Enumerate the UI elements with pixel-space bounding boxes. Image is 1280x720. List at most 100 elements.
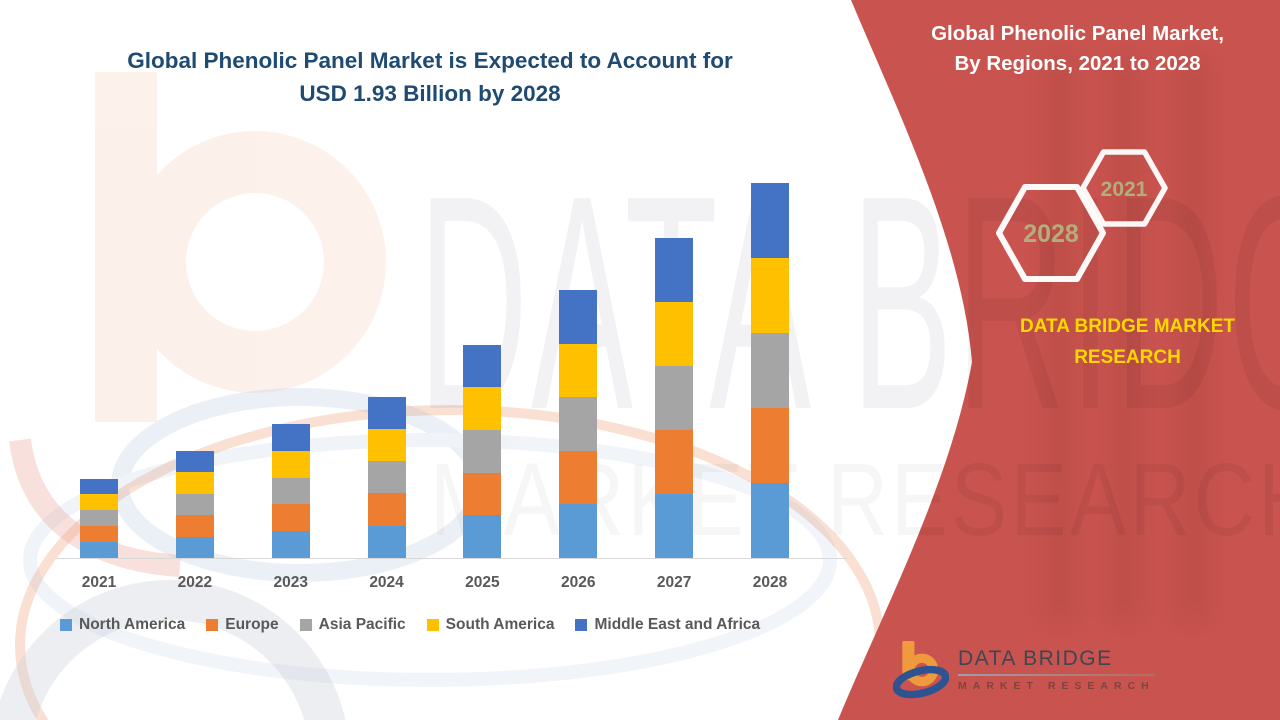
x-axis-label-2027: 2027	[656, 574, 692, 591]
bar-segment-middle-east-and-africa	[80, 478, 118, 495]
bar-segment-asia-pacific	[750, 333, 789, 408]
legend-item-north-america: North America	[60, 616, 185, 634]
bar-segment-europe	[463, 472, 502, 516]
legend-label: Middle East and Africa	[594, 616, 761, 633]
bar-segment-asia-pacific	[655, 365, 694, 430]
bar-segment-north-america	[559, 504, 598, 558]
x-axis-label-2026: 2026	[561, 574, 596, 591]
bar-segment-europe	[175, 515, 214, 537]
watermark-b-stem	[95, 72, 157, 422]
brand-text-line2: RESEARCH	[1074, 347, 1181, 368]
legend-item-south-america: South America	[426, 616, 555, 634]
year-hexagons: 2021 2028	[996, 149, 1168, 282]
bar-2021	[80, 478, 118, 558]
data-bridge-logo-icon	[893, 641, 949, 699]
red-panel-streak	[1045, 60, 1075, 620]
watermark-gray-arc	[0, 580, 346, 720]
legend-swatch	[575, 619, 588, 631]
legend-swatch	[426, 619, 439, 631]
legend-label: Europe	[225, 616, 279, 633]
bar-segment-europe	[750, 408, 789, 483]
bar-segment-middle-east-and-africa	[271, 424, 310, 451]
bar-2028	[750, 183, 789, 558]
bar-segment-north-america	[80, 542, 118, 558]
bar-segment-asia-pacific	[271, 477, 310, 505]
bar-segment-middle-east-and-africa	[367, 396, 406, 429]
bar-2025	[463, 344, 502, 558]
bar-segment-north-america	[367, 525, 406, 558]
x-axis-labels: 2021 2022 2023 2024 2025 2026 2027 2028	[57, 574, 847, 598]
watermark-red-crescent	[9, 438, 181, 577]
logo-blue-swoosh	[893, 665, 949, 699]
red-panel-shape	[838, 0, 1280, 720]
legend-item-asia-pacific: Asia Pacific	[299, 616, 406, 634]
bar-segment-south-america	[271, 450, 310, 478]
chart-title-line2: USD 1.93 Billion by 2028	[299, 81, 561, 106]
bar-segment-middle-east-and-africa	[559, 290, 598, 344]
bar-2023	[271, 424, 310, 558]
bar-segment-north-america	[175, 536, 214, 558]
bar-segment-middle-east-and-africa	[175, 451, 214, 473]
footer-logo-text: DATA BRIDGE MARKET RESEARCH	[958, 647, 1155, 692]
footer-logo: DATA BRIDGE MARKET RESEARCH	[893, 638, 1155, 700]
bar-segment-south-america	[463, 387, 502, 430]
bar-segment-asia-pacific	[559, 397, 598, 451]
bar-segment-south-america	[175, 472, 214, 494]
bar-segment-europe	[655, 429, 694, 494]
x-axis-line	[57, 558, 847, 559]
x-axis-label-2024: 2024	[369, 574, 404, 591]
legend-item-middle-east-and-africa: Middle East and Africa	[575, 616, 760, 634]
bar-segment-middle-east-and-africa	[655, 237, 694, 302]
x-axis-label-2023: 2023	[273, 574, 308, 591]
x-axis-label-2021: 2021	[81, 574, 117, 591]
bar-segment-europe	[271, 504, 310, 532]
bar-segment-south-america	[559, 343, 598, 398]
chart-title-line1: Global Phenolic Panel Market is Expected…	[127, 48, 733, 73]
x-axis-label-2022: 2022	[177, 574, 213, 591]
hexagon-2021-label: 2021	[1101, 178, 1148, 201]
watermark-blue-ellipse-wide	[23, 433, 837, 687]
bar-segment-asia-pacific	[80, 510, 118, 527]
bar-2024	[367, 396, 406, 558]
bar-segment-north-america	[271, 531, 310, 558]
brand-text: DATA BRIDGE MARKET RESEARCH	[980, 311, 1275, 373]
chart-legend: North America Europe Asia Pacific South Ame…	[60, 616, 760, 634]
panel-heading: Global Phenolic Panel Market, By Regions…	[900, 19, 1255, 79]
legend-label: North America	[79, 616, 186, 633]
stacked-bar-chart	[57, 168, 847, 559]
bar-2026	[559, 290, 598, 558]
bar-segment-north-america	[463, 515, 502, 558]
watermark-b-bowl	[124, 131, 386, 393]
legend-swatch	[206, 619, 219, 631]
red-panel-streak	[1178, 60, 1208, 620]
panel-heading-line1: Global Phenolic Panel Market,	[931, 22, 1224, 45]
bar-2022	[175, 451, 214, 558]
bar-segment-europe	[559, 450, 598, 505]
bar-segment-south-america	[655, 301, 694, 366]
legend-label: South America	[445, 616, 555, 633]
brand-text-line1: DATA BRIDGE MARKET	[1020, 316, 1235, 337]
hexagon-2028-label: 2028	[1023, 220, 1079, 248]
legend-swatch	[299, 619, 312, 631]
panel-heading-line2: By Regions, 2021 to 2028	[954, 52, 1201, 75]
bar-segment-north-america	[750, 483, 789, 558]
bar-segment-south-america	[750, 258, 789, 333]
legend-item-europe: Europe	[206, 616, 279, 634]
bar-segment-middle-east-and-africa	[750, 183, 789, 258]
bar-segment-south-america	[367, 428, 406, 462]
hexagon-2028	[996, 184, 1106, 282]
bar-segment-europe	[80, 526, 118, 543]
footer-logo-subtitle: MARKET RESEARCH	[958, 679, 1155, 692]
hexagon-2021	[1080, 149, 1168, 227]
bar-segment-south-america	[80, 494, 118, 511]
bar-segment-north-america	[655, 493, 694, 558]
bar-segment-europe	[367, 493, 406, 526]
footer-logo-divider	[958, 673, 1155, 676]
bar-segment-asia-pacific	[367, 461, 406, 494]
legend-swatch	[60, 619, 72, 631]
legend-label: Asia Pacific	[318, 616, 406, 633]
bar-segment-asia-pacific	[175, 493, 214, 516]
